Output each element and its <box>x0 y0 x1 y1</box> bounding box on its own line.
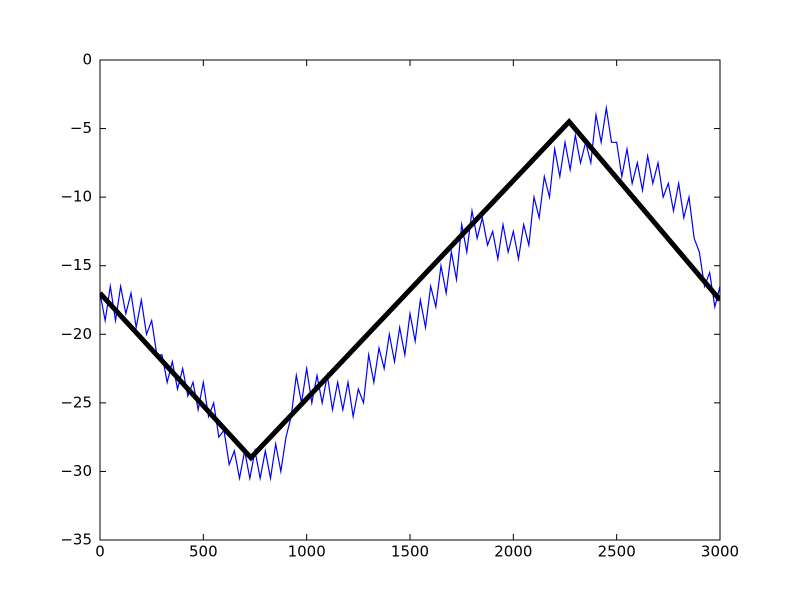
data-line <box>100 117 720 462</box>
x-tick-label: 500 <box>189 543 218 561</box>
y-tick-label: −5 <box>70 119 92 137</box>
y-tick-label: −15 <box>60 256 92 274</box>
x-tick-label: 1000 <box>288 543 326 561</box>
y-tick-label: 0 <box>82 51 92 69</box>
data-line <box>100 103 720 482</box>
x-tick-label: 2500 <box>598 543 636 561</box>
plot-area <box>100 103 720 482</box>
x-tick-label: 1500 <box>391 543 429 561</box>
x-tick-label: 0 <box>95 543 105 561</box>
x-tick-label: 2000 <box>494 543 532 561</box>
y-tick-label: −30 <box>60 462 92 480</box>
y-tick-label: −35 <box>60 531 92 549</box>
y-tick-label: −25 <box>60 393 92 411</box>
y-tick-label: −10 <box>60 188 92 206</box>
y-tick-label: −20 <box>60 325 92 343</box>
x-tick-label: 3000 <box>701 543 739 561</box>
